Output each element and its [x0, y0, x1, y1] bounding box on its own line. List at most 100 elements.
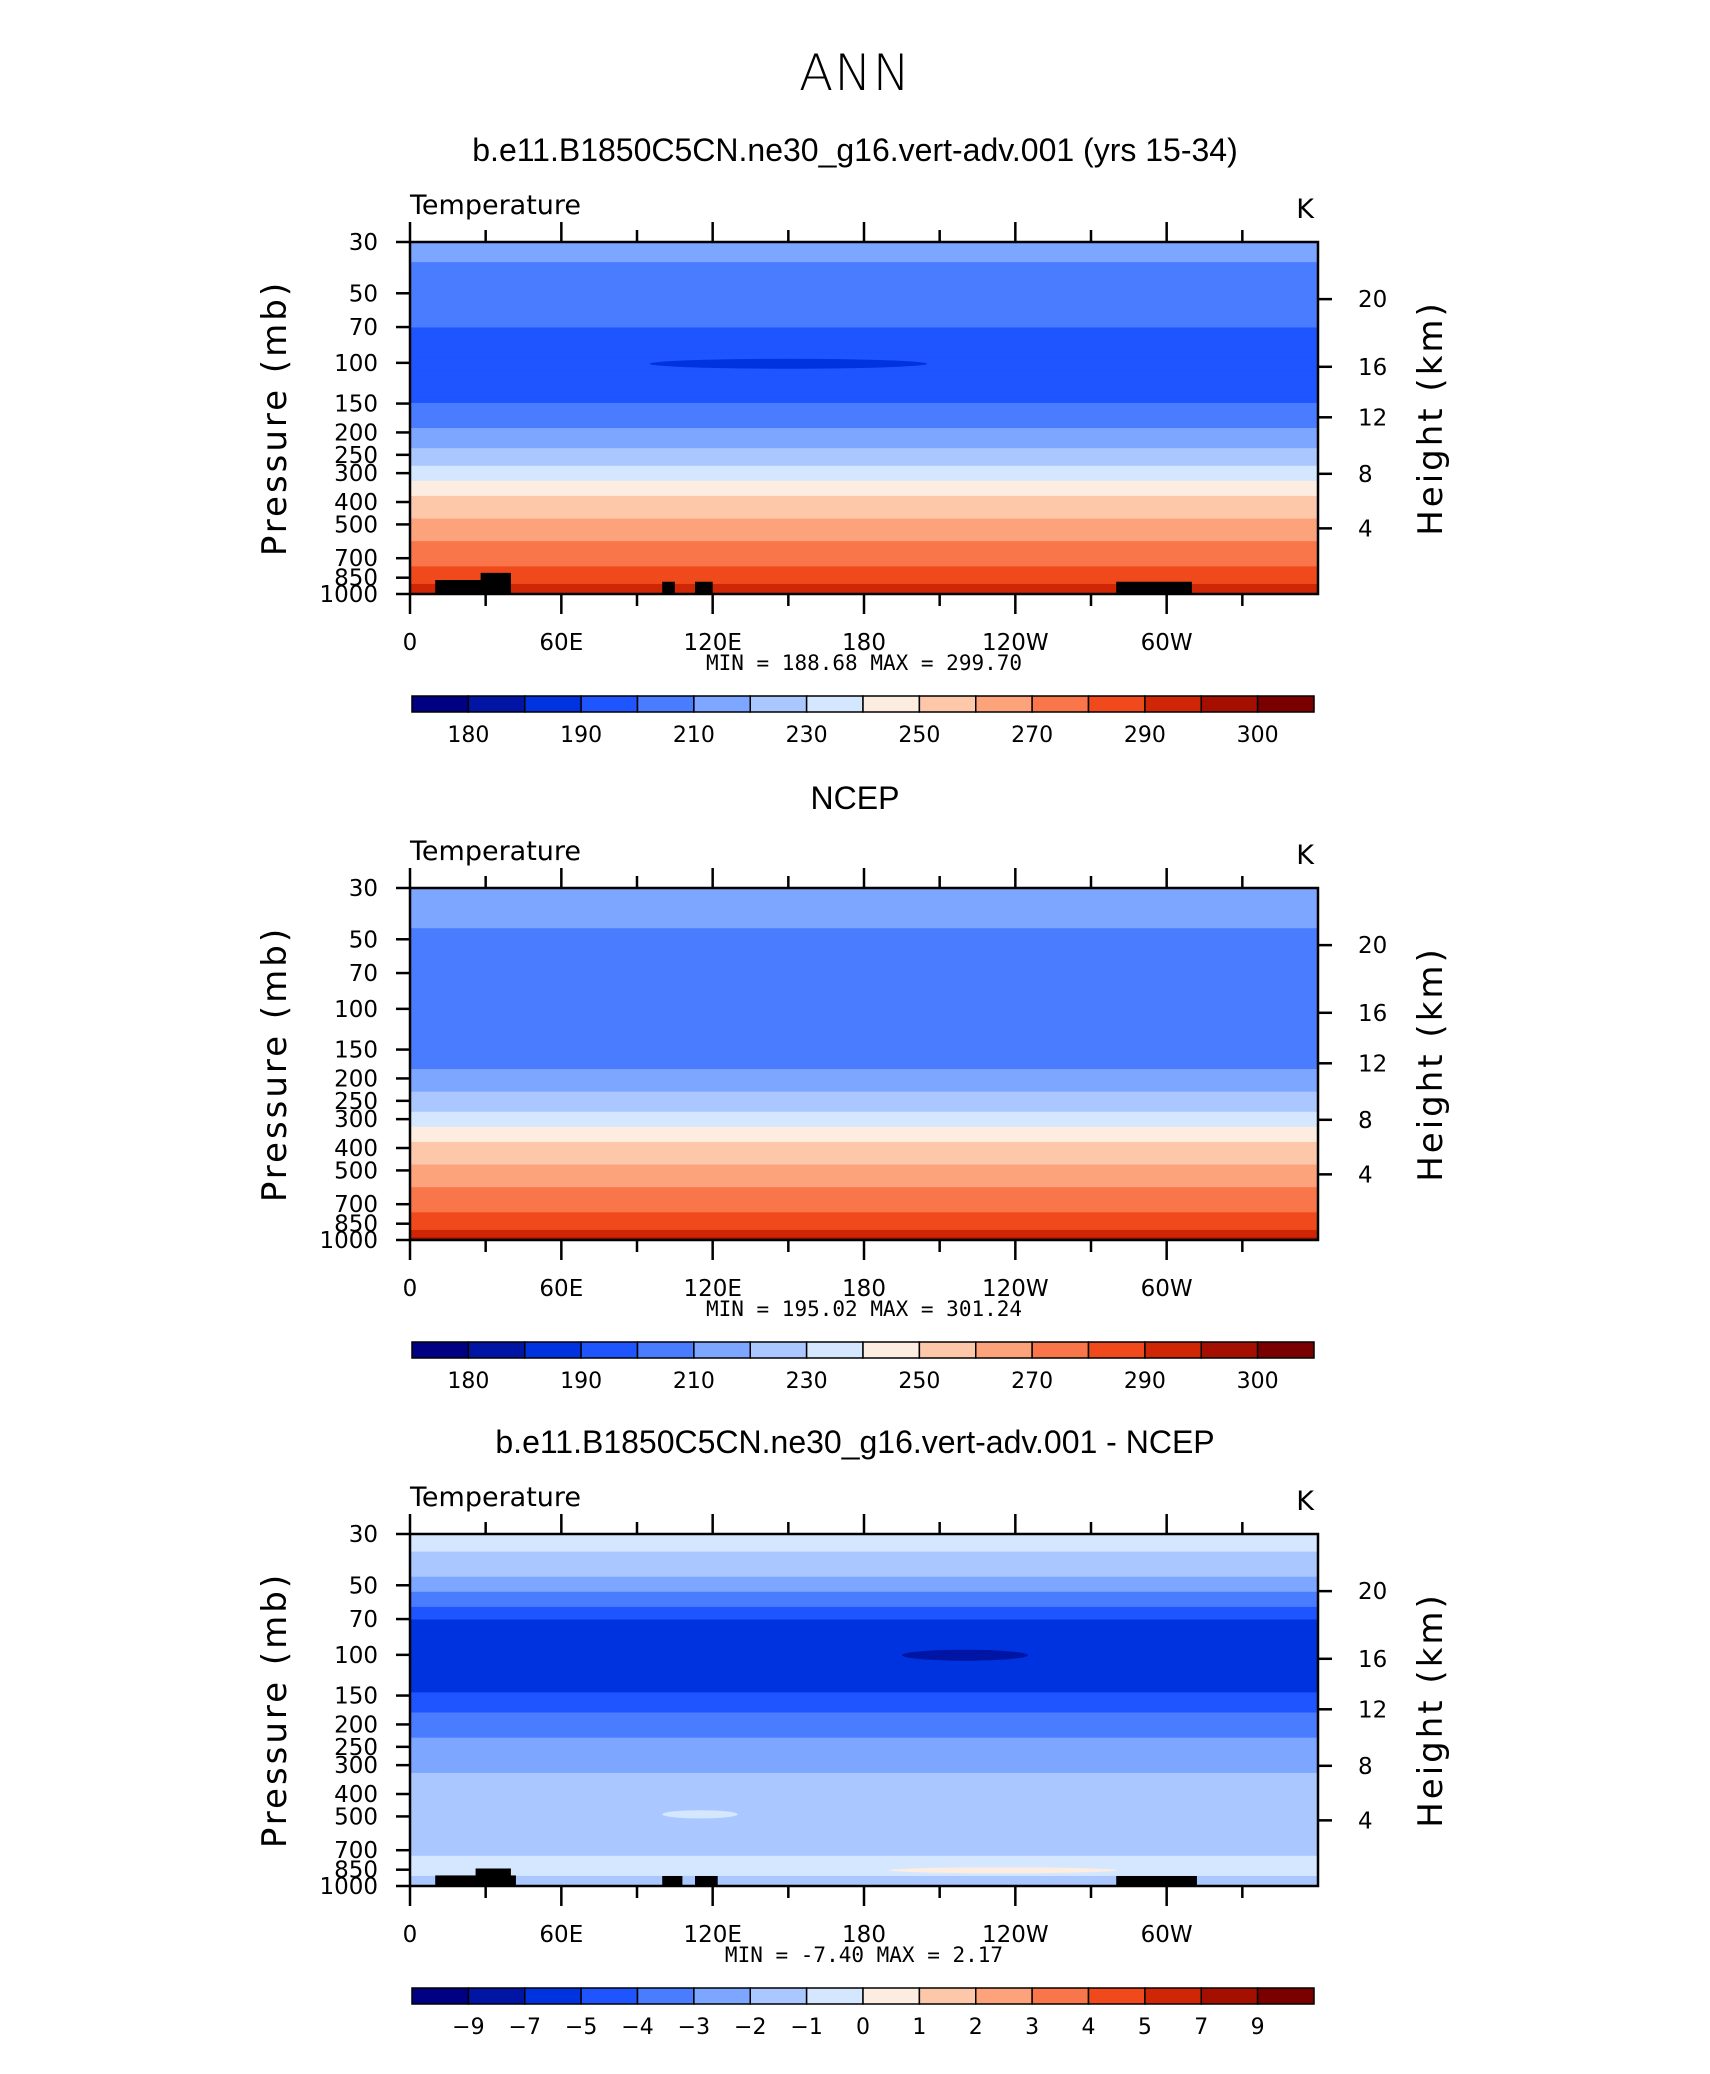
contour-band: [410, 1566, 1318, 1570]
contour-band: [410, 536, 1318, 540]
contour-band: [410, 375, 1318, 379]
contour-band: [410, 1204, 1318, 1208]
contour-band: [410, 923, 1318, 927]
contour-band: [410, 506, 1318, 510]
contour-band: [410, 913, 1318, 917]
colorbar-label: 290: [1124, 723, 1166, 748]
contour-band: [410, 1018, 1318, 1022]
colorbar-label: 7: [1194, 2015, 1208, 2040]
contour-band: [410, 335, 1318, 339]
x-tick-label: 0: [403, 1922, 418, 1948]
contour-band: [410, 991, 1318, 995]
contour-band: [410, 1732, 1318, 1736]
contour-band: [410, 920, 1318, 924]
colorbar-label: 230: [786, 723, 828, 748]
contour-band: [410, 1792, 1318, 1797]
contour-band: [410, 480, 1318, 484]
colorbar-label: 180: [447, 723, 489, 748]
contour-band: [410, 1119, 1318, 1123]
contour-band: [410, 940, 1318, 944]
contour-band: [410, 350, 1318, 354]
contour-band: [410, 355, 1318, 359]
contour-band: [410, 1192, 1318, 1196]
contour-band: [410, 372, 1318, 376]
contour-band: [410, 895, 1318, 899]
contour-band: [410, 277, 1318, 281]
colorbar-label: −3: [678, 2015, 710, 2040]
contour-band: [410, 1682, 1318, 1686]
panel-title: NCEP: [810, 780, 900, 816]
contour-band: [410, 410, 1318, 414]
contour-band: [410, 282, 1318, 286]
colorbar-box: [1087, 1987, 1146, 2005]
contour-band: [410, 1833, 1318, 1837]
y-tick-label: 300: [334, 1107, 378, 1133]
contour-band: [410, 1164, 1318, 1168]
contour-band: [410, 915, 1318, 919]
contour-band: [410, 1584, 1318, 1588]
contour-band: [410, 908, 1318, 912]
contour-band: [410, 1606, 1318, 1611]
contour-band: [410, 1061, 1318, 1065]
contour-band: [410, 1021, 1318, 1025]
contour-band: [410, 1735, 1318, 1739]
contour-band: [410, 1750, 1318, 1754]
contour-band: [410, 370, 1318, 374]
contour-band: [410, 1878, 1318, 1882]
y-tick-label: 700: [334, 546, 378, 572]
contour-band: [410, 1767, 1318, 1771]
contour-band: [410, 1757, 1318, 1761]
contour-band: [410, 1101, 1318, 1105]
contour-band: [410, 1747, 1318, 1751]
contour-band: [410, 1232, 1318, 1236]
y-axis-label: Pressure (mb): [255, 280, 295, 556]
contour-band: [410, 1657, 1318, 1661]
contour-band: [410, 955, 1318, 959]
contour-band: [410, 1084, 1318, 1088]
contour-band: [410, 257, 1318, 261]
min-max-text: MIN = 195.02 MAX = 301.24: [706, 1297, 1022, 1321]
contour-band: [410, 1564, 1318, 1568]
x-tick-label: 60W: [1141, 630, 1193, 656]
contour-band: [410, 357, 1318, 361]
contour-band: [410, 292, 1318, 296]
x-tick-label: 60E: [539, 1276, 583, 1302]
contour-band: [410, 1624, 1318, 1628]
contour-band: [410, 478, 1318, 482]
contour-band: [410, 1146, 1318, 1151]
contour-band: [410, 1036, 1318, 1040]
contour-band: [410, 1091, 1318, 1095]
contour-band: [410, 1056, 1318, 1060]
contour-band: [410, 470, 1318, 474]
colorbar-box: [411, 1987, 470, 2005]
contour-band: [410, 1541, 1318, 1545]
contour-band: [410, 1820, 1318, 1824]
contour-band: [410, 269, 1318, 273]
colorbar-box: [975, 1987, 1033, 2005]
contour-band: [410, 1051, 1318, 1055]
contour-band: [410, 1534, 1318, 1538]
y2-tick-label: 4: [1358, 1162, 1373, 1188]
contour-band: [410, 1742, 1318, 1746]
contour-band: [410, 385, 1318, 389]
contour-band: [410, 1586, 1318, 1590]
colorbar-label: 4: [1082, 2015, 1096, 2040]
y2-axis-label: Height (km): [1411, 300, 1451, 536]
contour-band: [410, 998, 1318, 1002]
contour-band: [410, 387, 1318, 391]
contour-feature: [889, 1867, 1117, 1874]
colorbar-label: 300: [1237, 1369, 1279, 1394]
contour-band: [410, 1179, 1318, 1183]
contour-band: [410, 1581, 1318, 1585]
variable-label: Temperature: [409, 836, 581, 867]
contour-band: [410, 935, 1318, 939]
contour-band: [410, 1234, 1318, 1239]
topography: [695, 581, 713, 594]
colorbar-box: [805, 1987, 864, 2005]
colorbar-box: [918, 1987, 977, 2005]
contour-band: [410, 993, 1318, 997]
contour-band: [410, 900, 1318, 904]
contour-band: [410, 1139, 1318, 1143]
contour-band: [410, 1064, 1318, 1068]
x-tick-label: 60E: [539, 1922, 583, 1948]
